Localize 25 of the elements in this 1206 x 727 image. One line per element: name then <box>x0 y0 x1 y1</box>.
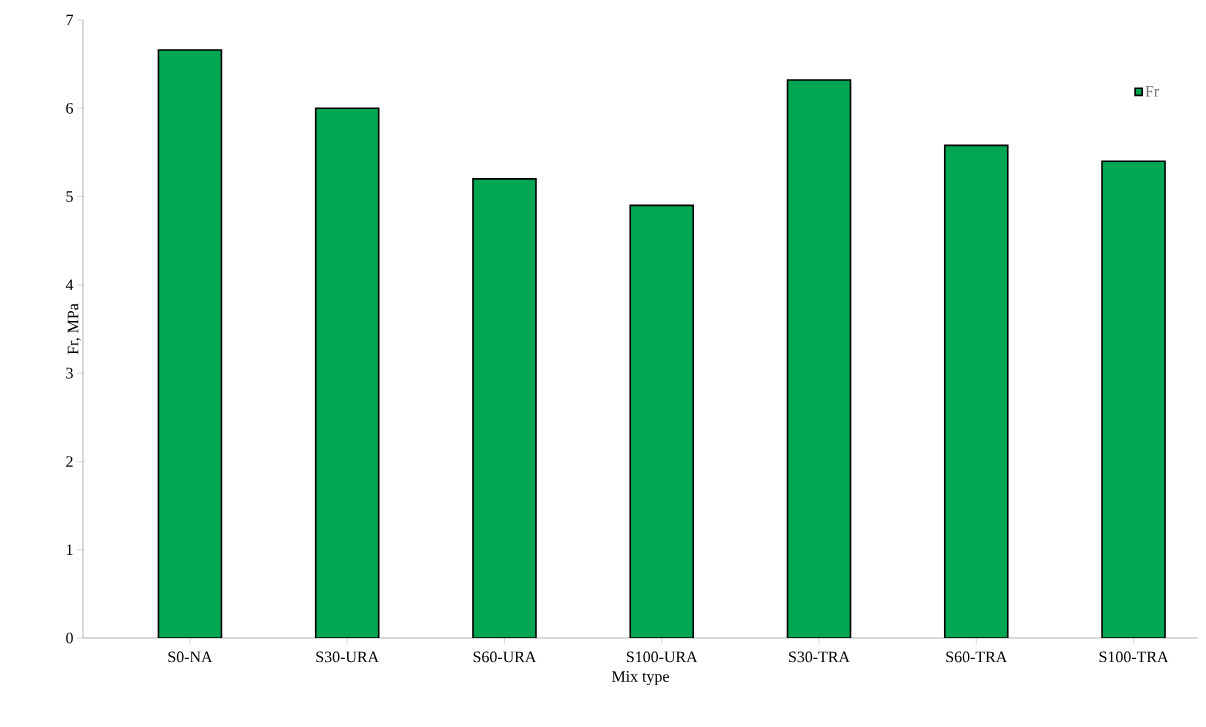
y-tick-label: 2 <box>66 456 73 467</box>
bar <box>1101 160 1166 638</box>
bar <box>314 107 380 638</box>
x-tick-label: S0-NA <box>168 651 213 663</box>
bar <box>943 144 1009 638</box>
x-tick-label: S100-TRA <box>1099 651 1169 663</box>
x-tick-label: S30-TRA <box>789 651 850 663</box>
y-axis-title: Fr, MPa <box>67 303 81 355</box>
y-tick-label: 5 <box>66 191 73 202</box>
legend-label: Fr <box>1145 85 1159 97</box>
x-axis-title: Mix type <box>611 671 669 686</box>
y-tick-label: 1 <box>66 544 73 555</box>
bar <box>629 204 695 638</box>
bar <box>157 49 223 638</box>
y-tick-label: 6 <box>66 102 74 114</box>
x-tick-label: S30-URA <box>316 651 379 663</box>
y-tick-label: 0 <box>66 632 73 644</box>
x-tick-label: S60-TRA <box>946 651 1008 663</box>
x-tick-label: S100-URA <box>626 651 698 663</box>
bar <box>472 178 537 638</box>
y-tick-label: 3 <box>66 367 73 379</box>
y-tick-label: 4 <box>65 279 74 291</box>
y-tick-label: 7 <box>66 14 74 26</box>
x-tick-label: S60-URA <box>473 651 537 663</box>
bar <box>786 79 852 638</box>
